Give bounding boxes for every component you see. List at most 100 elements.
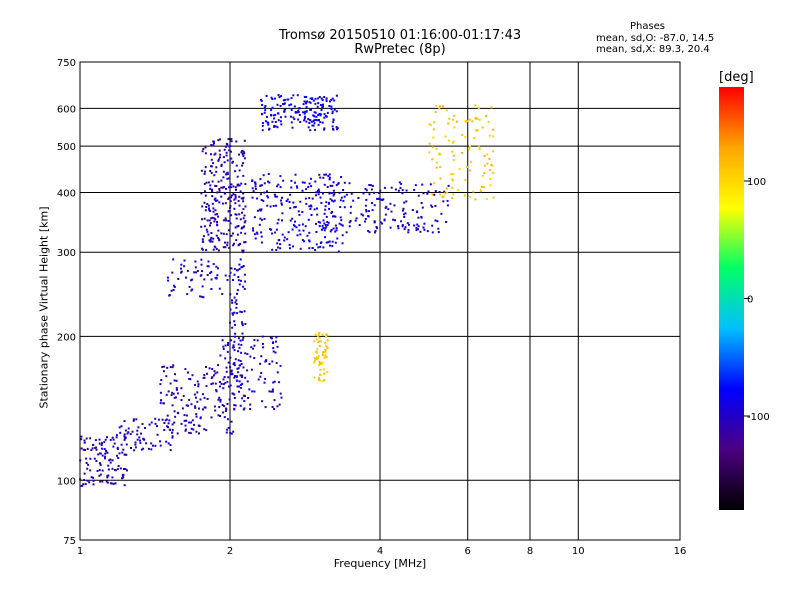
data-point: [377, 192, 380, 194]
data-point: [328, 240, 331, 243]
data-point: [319, 104, 322, 106]
data-point: [201, 270, 203, 273]
data-point: [212, 237, 215, 240]
data-point: [243, 273, 246, 276]
data-point: [279, 175, 282, 178]
data-point: [331, 245, 334, 248]
data-point: [266, 195, 269, 198]
data-point: [237, 367, 240, 370]
data-point: [191, 419, 194, 422]
data-point: [111, 467, 114, 470]
data-point: [215, 234, 218, 237]
data-point: [329, 184, 332, 187]
data-point: [242, 408, 245, 411]
data-point: [329, 244, 331, 247]
data-point: [218, 239, 221, 242]
data-point: [202, 408, 204, 411]
data-point: [154, 444, 157, 447]
data-point: [240, 311, 243, 314]
data-point: [250, 368, 253, 371]
data-point: [365, 198, 368, 201]
data-point: [314, 97, 317, 100]
data-point: [221, 339, 224, 342]
data-point: [228, 186, 230, 189]
data-point: [238, 184, 241, 187]
data-point: [421, 206, 424, 209]
data-point: [292, 201, 295, 204]
data-point: [144, 427, 146, 429]
data-point: [242, 394, 245, 397]
data-point: [401, 192, 404, 195]
data-point: [486, 162, 489, 165]
data-point: [475, 129, 478, 132]
data-point: [313, 357, 316, 360]
grid-lines: [80, 62, 680, 540]
data-point: [222, 170, 225, 173]
data-point: [237, 343, 240, 346]
data-point: [253, 338, 256, 341]
data-point: [173, 286, 176, 288]
data-point: [460, 151, 463, 154]
data-point: [209, 170, 212, 172]
data-point: [304, 115, 307, 118]
data-point: [121, 451, 124, 454]
data-point: [293, 118, 296, 121]
data-point: [196, 391, 199, 394]
data-point: [159, 444, 162, 447]
data-point: [80, 438, 83, 441]
colorbar: [719, 87, 744, 510]
data-point: [325, 333, 328, 336]
data-point: [343, 206, 346, 209]
data-point: [451, 150, 454, 153]
data-point: [292, 224, 295, 227]
data-point: [235, 306, 238, 309]
data-point: [182, 395, 185, 398]
data-point: [290, 115, 292, 118]
data-point: [233, 397, 236, 399]
data-point: [321, 121, 324, 124]
data-point: [226, 403, 229, 405]
data-point: [224, 217, 227, 220]
data-point: [85, 462, 88, 464]
x-tick-label: 2: [227, 546, 233, 557]
data-point: [444, 135, 447, 138]
data-point: [243, 310, 246, 313]
data-point: [120, 443, 123, 446]
data-point: [333, 199, 336, 202]
data-point: [230, 214, 233, 217]
data-point: [84, 483, 87, 485]
data-point: [217, 139, 220, 142]
data-point: [490, 106, 493, 109]
data-point: [279, 186, 282, 189]
data-point: [354, 219, 357, 222]
data-point: [422, 226, 425, 229]
data-point: [325, 355, 328, 358]
data-point: [218, 138, 221, 141]
data-point: [239, 360, 242, 362]
data-point: [298, 229, 301, 232]
data-point: [127, 427, 130, 430]
data-point: [188, 421, 191, 424]
data-point: [229, 205, 232, 208]
data-point: [83, 472, 86, 475]
data-point: [268, 363, 271, 365]
data-point: [269, 205, 272, 208]
data-point: [80, 435, 83, 438]
data-point: [364, 220, 366, 223]
data-point: [331, 199, 333, 202]
data-point: [197, 385, 200, 388]
data-point: [233, 311, 236, 314]
data-point: [99, 463, 102, 466]
data-point: [260, 241, 263, 244]
data-point: [474, 104, 477, 107]
data-point: [244, 183, 247, 186]
data-point: [228, 196, 231, 199]
data-point: [279, 116, 282, 119]
data-point: [222, 176, 225, 179]
data-point: [230, 370, 233, 373]
data-point: [91, 447, 94, 450]
data-point: [171, 271, 174, 274]
data-point: [83, 439, 86, 442]
data-point: [206, 203, 209, 205]
data-point: [261, 122, 264, 124]
